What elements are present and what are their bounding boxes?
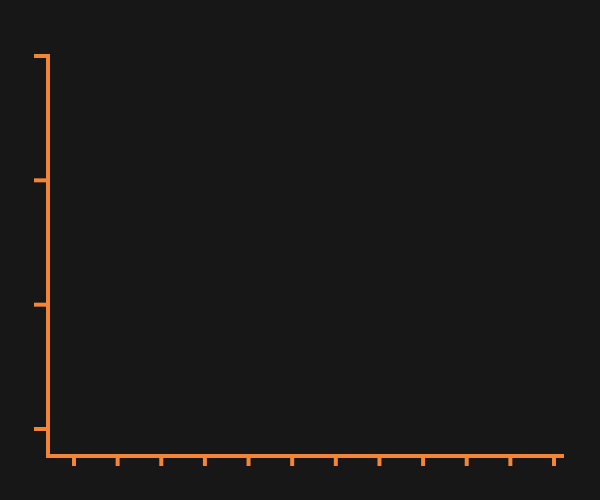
x-ticks [72, 456, 556, 466]
y-ticks [34, 54, 48, 431]
